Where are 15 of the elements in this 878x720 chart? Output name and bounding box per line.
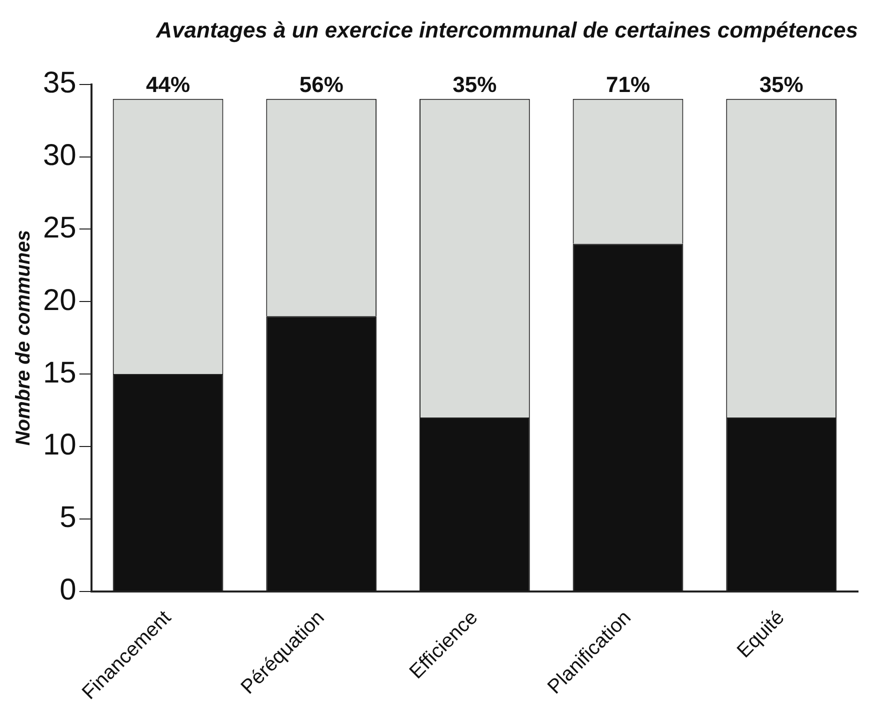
y-tick-label: 30 bbox=[42, 139, 76, 172]
annotation: 35% bbox=[452, 72, 497, 97]
chart-title: Avantages à un exercice intercommunal de certaines compétences bbox=[155, 17, 858, 42]
annotation: 71% bbox=[606, 72, 650, 97]
y-tick-label: 35 bbox=[42, 66, 76, 100]
y-axis-title: Nombre de communes bbox=[12, 230, 35, 446]
y-tick-label: 0 bbox=[60, 574, 76, 607]
y-tick-label: 15 bbox=[42, 356, 76, 390]
annotation: 56% bbox=[299, 72, 344, 97]
annotation: 35% bbox=[759, 72, 804, 97]
y-tick-label: 5 bbox=[60, 501, 76, 534]
y-tick-label: 25 bbox=[42, 211, 76, 244]
annotation: 44% bbox=[146, 72, 190, 97]
y-tick-label: 10 bbox=[42, 428, 76, 462]
y-tick-label: 20 bbox=[42, 284, 76, 317]
